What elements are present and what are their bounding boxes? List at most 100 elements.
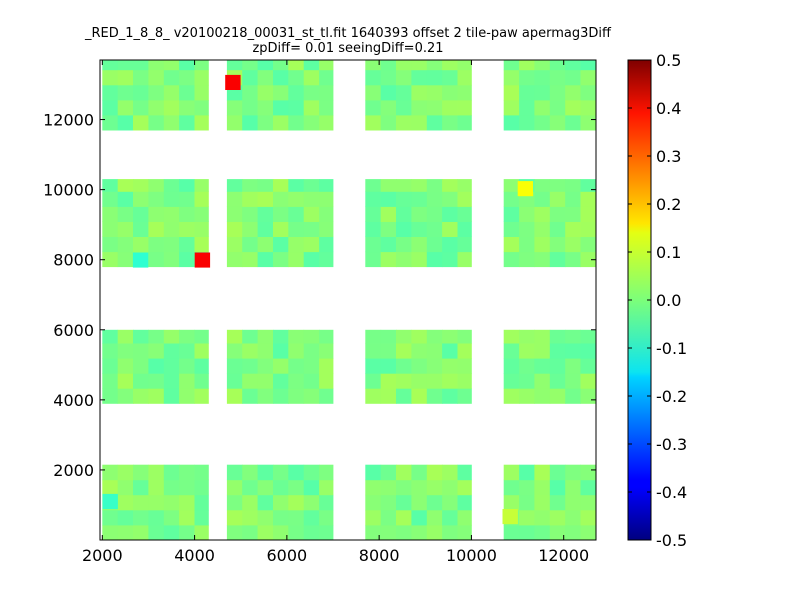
heatmap-cell [288,60,305,71]
y-tick-label: 8000 [53,251,94,270]
heatmap-cell [565,509,581,526]
heatmap-cell [426,251,443,268]
heatmap-cell [303,509,320,526]
heatmap-cell [457,206,472,222]
heatmap-cell [319,99,334,116]
heatmap-cell [194,236,209,253]
heatmap-cell [380,115,397,131]
heatmap-cell [365,494,382,511]
heatmap-cell [503,69,520,86]
heatmap-cell [380,329,397,344]
heatmap-cell [148,479,165,496]
heatmap-cell [426,69,443,86]
heatmap-cell [117,343,134,359]
heatmap-cell [503,373,520,389]
heatmap-cell [534,251,551,268]
heatmap-cell [534,388,551,404]
heatmap-cell [242,388,258,404]
heatmap-cell [380,221,397,237]
heatmap-cell [133,388,149,404]
heatmap-cell [288,84,305,101]
heatmap-cell [503,251,520,268]
heatmap-cell [519,206,535,222]
heatmap-cell [503,191,520,207]
heatmap-cell [457,251,472,268]
heatmap-cell [117,494,134,511]
heatmap-cell [519,358,535,374]
heatmap-cell [148,84,165,101]
heatmap-cell [534,329,551,344]
heatmap-cell [411,251,428,268]
heatmap-cell [365,524,382,541]
heatmap-cell [519,84,535,101]
heatmap-cell [163,479,180,496]
heatmap-cell [273,206,289,222]
heatmap-cell [303,329,320,344]
heatmap-cell [163,84,180,101]
heatmap-cell [396,206,412,222]
heatmap-cell [365,99,382,116]
heatmap-cell [365,191,382,207]
heatmap-cell [133,191,149,207]
heatmap-cell [411,191,428,207]
heatmap-cell [396,60,412,71]
heatmap-cell [503,479,520,496]
heatmap-cell [179,509,195,526]
heatmap-cell [226,464,243,481]
heatmap-cell [549,115,566,131]
y-axis: 2000 4000 6000 8000 10000 12000 [43,111,596,480]
heatmap-cell [257,388,274,404]
heatmap-cell [319,69,334,86]
heatmap-cell [580,206,597,222]
heatmap-cell [565,115,581,131]
heatmap-cell [580,179,597,192]
heatmap-cell [565,479,581,496]
heatmap-cell [319,524,334,541]
heatmap-cell [179,99,195,116]
heatmap-cell [380,388,397,404]
heatmap-cell [549,524,566,541]
heatmap-cell [163,358,180,374]
heatmap-cell [226,236,243,253]
heatmap-cell [273,509,289,526]
outlier-cell [132,252,149,268]
heatmap-cell [534,524,551,541]
heatmap-cell [565,358,581,374]
heatmap-cell [288,206,305,222]
heatmap-cell [426,524,443,541]
heatmap-cell [549,494,566,511]
heatmap-cell [365,115,382,131]
heatmap-cell [117,358,134,374]
heatmap-cell [396,191,412,207]
heatmap-cell [549,509,566,526]
heatmap-cell [411,388,428,404]
heatmap-cell [303,69,320,86]
heatmap-cell [457,84,472,101]
heatmap-cell [242,373,258,389]
heatmap-cell [288,179,305,192]
heatmap-cell [365,179,382,192]
heatmap-cell [242,343,258,359]
heatmap-cell [565,236,581,253]
heatmap-cell [117,60,134,71]
heatmap-cell [442,524,458,541]
heatmap-cell [411,60,428,71]
y-tick-label: 10000 [43,181,94,200]
heatmap-cell [303,191,320,207]
outlier-cell [517,181,534,197]
heatmap-cell [426,479,443,496]
heatmap-cell [163,251,180,268]
heatmap-cell [194,179,209,192]
heatmap-cell [519,388,535,404]
heatmap-cell [194,84,209,101]
heatmap-cell [163,524,180,541]
heatmap-cell [442,509,458,526]
heatmap-cell [534,191,551,207]
heatmap-cell [319,84,334,101]
heatmap-cell [163,373,180,389]
heatmap-cell [273,251,289,268]
heatmap-cell [503,206,520,222]
heatmap-cell [117,479,134,496]
chart-subtitle: zpDiff= 0.01 seeingDiff=0.21 [252,41,443,56]
heatmap-cell [288,69,305,86]
